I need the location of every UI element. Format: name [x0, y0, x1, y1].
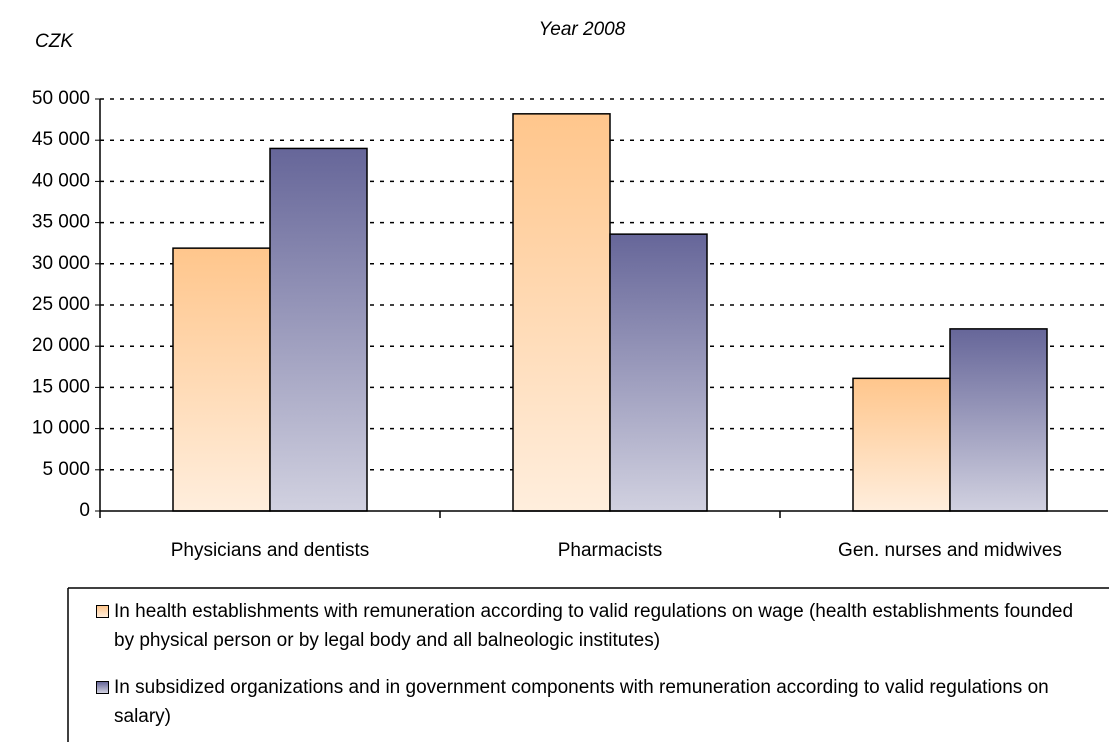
y-tick-label: 30 000	[32, 253, 90, 274]
bar	[949, 328, 1048, 512]
x-tick-label: Gen. nurses and midwives	[838, 540, 1062, 561]
y-tick-label: 5 000	[42, 459, 90, 480]
legend-label: In subsidized organizations and in gover…	[114, 677, 1049, 727]
y-tick-label: 25 000	[32, 294, 90, 315]
y-tick-label: 35 000	[32, 212, 90, 233]
x-tick-label: Pharmacists	[558, 540, 663, 561]
y-tick-label: 15 000	[32, 376, 90, 397]
y-tick-label: 45 000	[32, 129, 90, 150]
legend-entry: In health establishments with remunerati…	[96, 597, 1096, 655]
x-tick-label: Physicians and dentists	[171, 540, 370, 561]
bar	[609, 233, 708, 512]
y-tick-label: 50 000	[32, 88, 90, 109]
bar	[852, 377, 951, 512]
legend-swatch	[96, 605, 109, 618]
y-axis-label: CZK	[35, 31, 74, 52]
y-tick-label: 40 000	[32, 170, 90, 191]
bar	[269, 147, 368, 512]
y-tick-label: 20 000	[32, 335, 90, 356]
legend-swatch	[96, 681, 109, 694]
legend-label: In health establishments with remunerati…	[114, 601, 1074, 651]
legend-entry: In subsidized organizations and in gover…	[96, 673, 1096, 731]
bar	[512, 113, 611, 512]
bar	[172, 247, 271, 512]
chart-title: Year 2008	[539, 19, 626, 40]
legend: In health establishments with remunerati…	[96, 597, 1096, 749]
y-tick-label: 10 000	[32, 418, 90, 439]
y-tick-label: 0	[79, 500, 90, 521]
